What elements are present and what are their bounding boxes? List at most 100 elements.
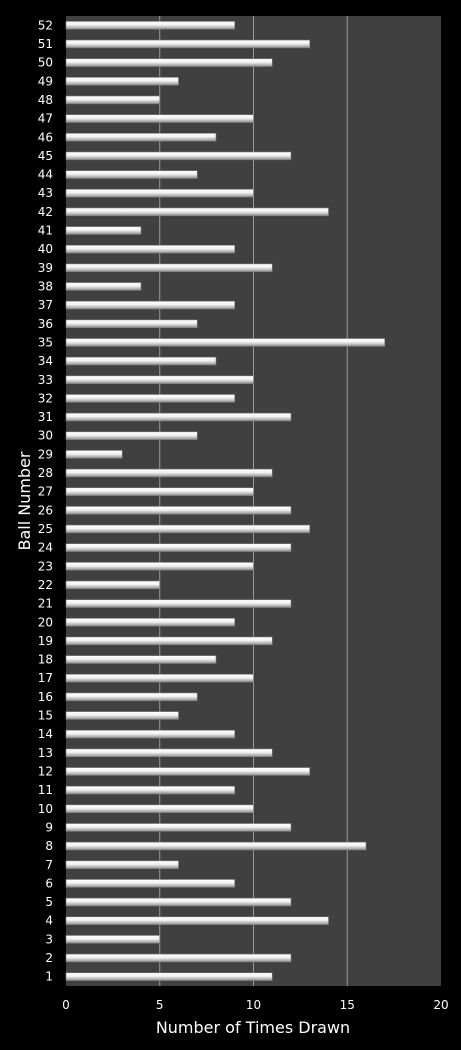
bar-ball-29 <box>65 450 123 459</box>
y-tick-label: 46 <box>38 130 53 144</box>
bar-ball-14 <box>65 729 236 739</box>
bar-ball-21 <box>65 599 292 608</box>
y-tick-label: 8 <box>45 839 53 853</box>
y-tick-label: 47 <box>38 112 53 126</box>
y-tick-label: 49 <box>38 74 53 88</box>
y-tick-label: 32 <box>38 391 53 405</box>
bar-ball-37 <box>65 300 236 310</box>
bar-ball-41 <box>65 226 142 235</box>
bar-ball-36 <box>65 319 198 329</box>
y-tick-label: 27 <box>38 485 53 499</box>
bar-ball-2 <box>65 953 292 963</box>
bar-ball-47 <box>65 114 254 123</box>
y-tick-label: 25 <box>38 522 53 536</box>
y-tick-label: 7 <box>45 858 53 872</box>
y-tick-label: 51 <box>38 37 53 51</box>
bar-ball-39 <box>65 263 273 273</box>
y-tick-label: 23 <box>38 559 53 573</box>
bar-ball-16 <box>65 692 198 702</box>
y-tick-label: 34 <box>38 354 53 368</box>
bar-ball-32 <box>65 394 236 403</box>
y-tick-label: 5 <box>45 895 53 909</box>
y-tick-label: 29 <box>38 447 53 461</box>
y-tick-label: 48 <box>38 93 53 107</box>
bar-ball-4 <box>65 916 329 925</box>
y-tick-label: 50 <box>38 56 53 70</box>
x-tick-label: 20 <box>433 998 448 1012</box>
y-tick-label: 52 <box>38 18 53 32</box>
bar-ball-30 <box>65 431 198 440</box>
y-tick-label: 20 <box>38 615 53 629</box>
bar-ball-12 <box>65 767 311 776</box>
y-tick-label: 37 <box>38 298 53 312</box>
bar-ball-46 <box>65 133 217 142</box>
bar-ball-34 <box>65 356 217 366</box>
y-tick-label: 24 <box>38 541 53 555</box>
y-tick-label: 16 <box>38 690 53 704</box>
y-tick-labels: 1234567891011121314151617181920212223242… <box>38 18 53 983</box>
bar-ball-5 <box>65 897 292 907</box>
y-tick-label: 9 <box>45 820 53 834</box>
y-tick-label: 39 <box>38 261 53 275</box>
bar-ball-22 <box>65 580 161 590</box>
x-tick-label: 5 <box>156 998 164 1012</box>
y-tick-label: 21 <box>38 597 53 611</box>
bar-ball-35 <box>65 338 386 347</box>
bar-ball-23 <box>65 562 254 571</box>
bar-ball-8 <box>65 841 367 851</box>
y-tick-label: 10 <box>38 802 53 816</box>
bar-ball-49 <box>65 77 179 86</box>
y-tick-label: 44 <box>38 168 53 182</box>
x-axis-title: Number of Times Drawn <box>156 1018 350 1037</box>
y-tick-label: 43 <box>38 186 53 200</box>
bar-ball-6 <box>65 879 236 888</box>
bar-ball-45 <box>65 151 292 161</box>
bar-ball-13 <box>65 748 273 758</box>
y-tick-label: 2 <box>45 951 53 965</box>
y-tick-label: 14 <box>38 727 53 741</box>
y-tick-label: 30 <box>38 429 53 443</box>
bar-ball-38 <box>65 282 142 291</box>
x-tick-label: 15 <box>340 998 355 1012</box>
bar-ball-1 <box>65 972 273 981</box>
y-tick-label: 40 <box>38 242 53 256</box>
bar-ball-43 <box>65 188 254 198</box>
bar-ball-3 <box>65 935 161 944</box>
y-axis-title: Ball Number <box>15 451 34 550</box>
bar-ball-25 <box>65 524 311 534</box>
bar-ball-42 <box>65 207 329 217</box>
y-tick-label: 28 <box>38 466 53 480</box>
bar-ball-20 <box>65 618 236 627</box>
y-tick-label: 11 <box>38 783 53 797</box>
y-tick-label: 26 <box>38 503 53 517</box>
y-tick-label: 31 <box>38 410 53 424</box>
bar-ball-17 <box>65 673 254 683</box>
y-tick-label: 1 <box>45 970 53 984</box>
y-tick-label: 45 <box>38 149 53 163</box>
y-tick-label: 42 <box>38 205 53 219</box>
bar-ball-9 <box>65 823 292 832</box>
y-tick-label: 22 <box>38 578 53 592</box>
bar-ball-26 <box>65 506 292 515</box>
y-tick-label: 15 <box>38 709 53 723</box>
x-tick-label: 0 <box>62 998 70 1012</box>
bar-ball-52 <box>65 21 236 30</box>
y-tick-label: 36 <box>38 317 53 331</box>
bar-ball-7 <box>65 860 179 869</box>
y-tick-label: 13 <box>38 746 53 760</box>
bar-ball-19 <box>65 636 273 646</box>
bar-ball-51 <box>65 39 311 49</box>
bar-ball-28 <box>65 468 273 478</box>
bar-ball-48 <box>65 95 161 105</box>
y-tick-label: 17 <box>38 671 53 685</box>
bar-ball-10 <box>65 804 254 814</box>
y-tick-label: 19 <box>38 634 53 648</box>
bar-ball-27 <box>65 487 254 496</box>
y-tick-label: 18 <box>38 653 53 667</box>
y-tick-label: 3 <box>45 932 53 946</box>
bar-ball-33 <box>65 375 254 384</box>
x-tick-labels: 0 5 10 15 20 <box>62 998 448 1012</box>
bar-ball-24 <box>65 543 292 552</box>
y-tick-label: 33 <box>38 373 53 387</box>
